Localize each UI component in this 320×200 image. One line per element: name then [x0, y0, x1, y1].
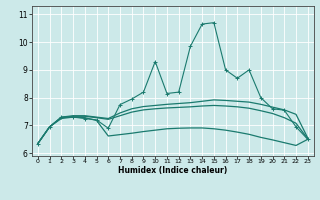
X-axis label: Humidex (Indice chaleur): Humidex (Indice chaleur) — [118, 166, 228, 175]
